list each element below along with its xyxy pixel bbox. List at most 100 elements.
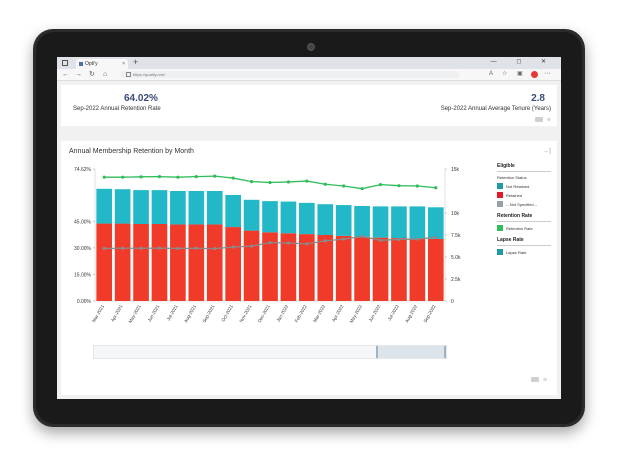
y-left-tick-label: 74.62% [74, 167, 92, 173]
legend-item-retained[interactable]: Retained [497, 192, 551, 198]
y-left-tick-label: 45.00% [74, 219, 92, 225]
x-tick-label: Feb-2022 [294, 304, 308, 324]
retention-rate-point [121, 175, 125, 179]
home-icon[interactable]: ⌂ [103, 71, 108, 78]
legend-item-not-retained[interactable]: Not Retained [497, 183, 551, 189]
retention-chart: 0.00% 15.00% 30.00% 45.00% 74.62% 0 2.5k 5.0k 7.… [74, 167, 461, 324]
legend-item-not-specified[interactable]: -- Not Specified -- [497, 201, 551, 207]
bar-not-retained [335, 205, 352, 236]
favorites-icon[interactable]: ☆ [502, 71, 508, 77]
bar-retained [206, 224, 223, 301]
camera-icon [307, 43, 315, 51]
retention-rate-point [249, 179, 254, 184]
x-tick-label: Mar-2022 [312, 304, 326, 324]
average-tenure-label: Sep-2022 Annual Average Tenure (Years) [440, 106, 551, 112]
y-right-tick-label: 0 [451, 299, 454, 305]
retention-rate-point [305, 179, 309, 183]
back-icon[interactable]: ← [62, 71, 69, 78]
lapse-rate-point [231, 245, 235, 249]
lapse-rate-point [194, 246, 198, 250]
retention-rate-point [342, 184, 346, 188]
x-tick-label: Sep-2022 [423, 304, 437, 324]
kpi-toolbar: ⊕ [534, 117, 551, 123]
tablet-frame: Opti'y × + — ◻ ✕ ← → ↻ ⌂ https://qualify… [33, 29, 585, 427]
legend-label: Retained [506, 192, 523, 198]
bar-retained [317, 235, 334, 301]
legend-swatch [497, 225, 503, 231]
bar-not-retained [188, 191, 205, 225]
favicon-icon [79, 61, 83, 66]
average-tenure-value: 2.8 [531, 93, 545, 104]
chart-title: Annual Membership Retention by Month [69, 148, 194, 155]
tab-active[interactable]: Opti'y × [76, 59, 128, 69]
bar-retained [243, 230, 260, 301]
x-tick-label: Jul-2021 [166, 304, 179, 322]
table-view-icon[interactable] [531, 377, 539, 383]
zoom-icon[interactable]: ⊕ [546, 117, 551, 123]
table-view-icon[interactable] [534, 117, 543, 123]
tab-close-icon[interactable]: × [122, 61, 125, 67]
bar-retained [114, 223, 131, 301]
x-tick-label: Aug-2022 [404, 304, 418, 324]
retention-rate-point [157, 175, 162, 179]
chart-toolbar: ⊕ [531, 377, 547, 383]
chart-card: Annual Membership Retention by Month →| … [61, 141, 557, 395]
read-aloud-icon[interactable]: A [489, 71, 494, 77]
zoom-icon[interactable]: ⊕ [543, 377, 548, 383]
x-tick-label: Mar-2021 [91, 304, 105, 324]
x-tick-label: Dec-2021 [257, 304, 271, 324]
menu-icon[interactable]: ··· [544, 70, 551, 77]
bar-not-retained [96, 188, 113, 224]
y-left-tick-label: 0.00% [77, 299, 92, 305]
lapse-rate-point [213, 247, 217, 251]
range-scrollbar[interactable] [93, 345, 447, 359]
x-tick-label: Nov-2021 [238, 304, 252, 324]
lapse-rate-point [121, 246, 125, 250]
x-tick-label: May-2021 [128, 304, 143, 324]
legend-item-lapse-rate[interactable]: Lapse Rate [497, 249, 551, 255]
new-tab-button[interactable]: + [133, 57, 139, 67]
bar-retained [280, 233, 297, 301]
retention-rate-point [415, 184, 419, 188]
window-controls[interactable]: — ◻ ✕ [490, 59, 555, 65]
bar-retained [354, 236, 370, 301]
refresh-icon[interactable]: ↻ [89, 71, 95, 78]
lapse-rate-point [139, 246, 143, 250]
bar-retained [225, 227, 241, 301]
lapse-rate-point [378, 238, 383, 242]
range-scrollbar-thumb[interactable] [376, 346, 446, 358]
retention-rate-point [323, 182, 327, 186]
url-input[interactable]: https://qualify.one/ [120, 71, 460, 78]
forward-icon[interactable]: → [75, 71, 82, 78]
collapse-legend-icon[interactable]: →| [542, 148, 551, 155]
legend-label: Not Retained [506, 183, 530, 189]
x-tick-label: Jul-2022 [387, 304, 400, 322]
y-right-tick-label: 2.5k [451, 277, 461, 283]
legend-heading-retention: Retention Rate [497, 213, 551, 222]
bar-retained [151, 224, 168, 301]
address-bar: ← → ↻ ⌂ https://qualify.one/ A ☆ ▣ ··· [57, 69, 561, 81]
legend-label: Lapse Rate [506, 249, 527, 255]
retention-rate-point [231, 176, 235, 180]
x-tick-label: Jun-2021 [147, 304, 161, 323]
lapse-rate-point [342, 237, 346, 241]
bar-retained [335, 235, 352, 301]
bar-not-retained [225, 194, 241, 228]
bar-not-retained [280, 201, 297, 234]
sidebar-toggle-icon[interactable] [62, 60, 68, 66]
retention-rate-point [139, 175, 143, 179]
collections-icon[interactable]: ▣ [517, 71, 523, 77]
x-tick-label: Jan-2022 [276, 304, 290, 323]
legend-item-retention-rate[interactable]: Retention Rate [497, 225, 551, 231]
bar-retained [409, 238, 426, 301]
legend-swatch [497, 192, 503, 198]
bar-retained [96, 223, 113, 301]
y-right-tick-label: 10k [451, 211, 460, 217]
x-tick-label: Oct-2021 [220, 304, 234, 323]
profile-avatar[interactable] [531, 71, 538, 78]
bar-retained [262, 232, 278, 301]
dashboard: 64.02% Sep-2022 Annual Retention Rate 2.… [57, 81, 561, 399]
tab-bar: Opti'y × + — ◻ ✕ [57, 57, 561, 69]
browser-window: Opti'y × + — ◻ ✕ ← → ↻ ⌂ https://qualify… [57, 57, 561, 399]
x-tick-label: Jun-2022 [368, 304, 382, 323]
